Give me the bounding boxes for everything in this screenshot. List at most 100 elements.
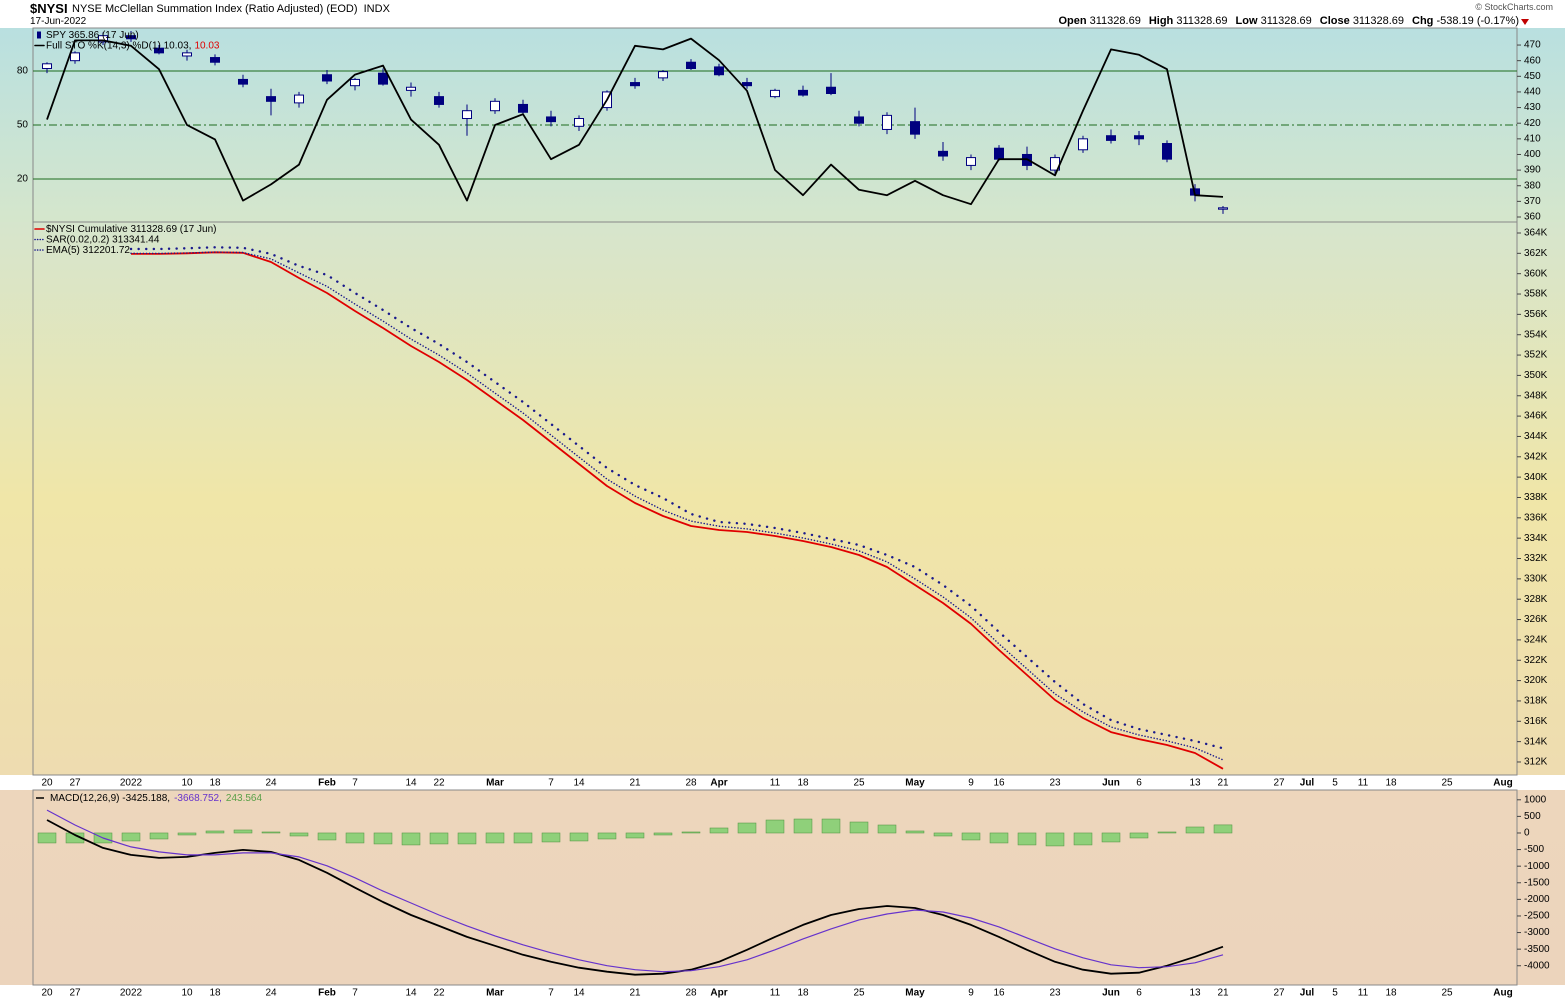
x-tick-label: 10 <box>181 778 193 789</box>
quote-label: Low <box>1235 15 1258 27</box>
x-tick-label: 22 <box>433 778 445 789</box>
x-tick-label: 13 <box>1189 988 1201 999</box>
candle-body <box>378 72 388 85</box>
y-tick-label: -4000 <box>1524 960 1550 971</box>
x-tick-label: 27 <box>1273 988 1285 999</box>
candle-body <box>98 35 108 43</box>
x-tick-label: 18 <box>1385 988 1397 999</box>
histogram-bar <box>1017 832 1037 846</box>
candle-body <box>462 110 472 120</box>
legend-entry: EMA(5) 312201.72 <box>46 245 130 256</box>
quote-value: 311328.69 <box>1176 15 1228 27</box>
histogram-bar <box>709 827 729 834</box>
y-tick-label: 320K <box>1524 675 1548 686</box>
y-tick-label: 362K <box>1524 248 1548 259</box>
y-tick-label: 346K <box>1524 411 1548 422</box>
histogram-bar <box>877 824 897 834</box>
y-tick-label: 344K <box>1524 431 1548 442</box>
legend: SPY 365.86 (17 Jun) <box>46 30 139 41</box>
x-tick-label: 18 <box>1385 778 1397 789</box>
y-tick-label: 336K <box>1524 512 1548 523</box>
histogram-bar <box>1157 831 1177 834</box>
legend-entry: 243.564 <box>226 793 263 804</box>
histogram-bar <box>513 832 533 844</box>
y-tick-label: 334K <box>1524 533 1548 544</box>
x-tick-label: 21 <box>629 988 641 999</box>
quote-value: 311328.69 <box>1352 15 1404 27</box>
x-tick-label: 27 <box>69 778 81 789</box>
candle-body <box>658 71 668 79</box>
y-tick-label: 364K <box>1524 228 1548 239</box>
x-tick-label: 23 <box>1049 988 1061 999</box>
candle-body <box>686 61 696 69</box>
header: $NYSI NYSE McClellan Summation Index (Ra… <box>0 0 1565 28</box>
x-tick-label: 2022 <box>120 988 143 999</box>
y-tick-label: 1000 <box>1524 794 1547 805</box>
candle-body <box>322 74 332 82</box>
legend-entry: SAR(0.02,0.2) 313341.44 <box>46 234 160 245</box>
copyright: © StockCharts.com <box>1475 2 1553 12</box>
quote-label: Open <box>1058 15 1087 27</box>
x-tick-label: 16 <box>993 988 1005 999</box>
histogram-bar <box>485 832 505 844</box>
y-tick-label: 450 <box>1524 71 1541 82</box>
histogram-bar <box>149 832 169 840</box>
legend-entry: -3668.752, <box>174 793 222 804</box>
candle-body <box>154 47 164 54</box>
x-tick-label: 5 <box>1332 778 1338 789</box>
down-arrow <box>1521 19 1529 25</box>
x-tick-label: 23 <box>1049 778 1061 789</box>
x-tick-label: Aug <box>1493 778 1512 789</box>
y-tick-label: 356K <box>1524 309 1548 320</box>
histogram-bar <box>737 822 757 834</box>
histogram-bar <box>37 832 57 844</box>
candle-body <box>854 116 864 124</box>
index-name: NYSE McClellan Summation Index (Ratio Ad… <box>72 3 390 15</box>
histogram-bar <box>121 832 141 842</box>
x-tick-label: 2022 <box>120 778 143 789</box>
x-tick-label: Mar <box>486 988 504 999</box>
histogram-bar <box>1213 824 1233 834</box>
histogram-bar <box>1185 826 1205 834</box>
y-tick-label: 330K <box>1524 574 1548 585</box>
candle-body <box>182 52 192 57</box>
y-tick-label: 322K <box>1524 655 1548 666</box>
y-tick-label: 360 <box>1524 212 1541 223</box>
series-line <box>46 819 1224 976</box>
candle-body <box>294 94 304 104</box>
x-tick-label: 18 <box>797 778 809 789</box>
x-tick-label: Jul <box>1300 988 1315 999</box>
histogram-bar <box>625 832 645 839</box>
y-tick-label: 354K <box>1524 329 1548 340</box>
series-line <box>46 37 1224 206</box>
x-tick-label: 9 <box>968 778 974 789</box>
x-tick-label: 24 <box>265 988 277 999</box>
y-tick-label: 430 <box>1524 102 1541 113</box>
histogram-bar <box>177 832 197 836</box>
y-tick-label: 348K <box>1524 390 1548 401</box>
histogram-bar <box>373 832 393 845</box>
candle-body <box>42 63 52 69</box>
x-tick-label: 16 <box>993 778 1005 789</box>
x-tick-label: 7 <box>548 988 554 999</box>
legend: SAR(0.02,0.2) 313341.44 <box>46 234 160 245</box>
x-tick-label: 22 <box>433 988 445 999</box>
y-tick-label: 390 <box>1524 165 1541 176</box>
panel-background <box>0 790 1565 985</box>
histogram-bar <box>989 832 1009 844</box>
x-tick-label: Jun <box>1102 778 1120 789</box>
x-tick-label: 6 <box>1136 988 1142 999</box>
y-tick-label: -500 <box>1524 844 1544 855</box>
y-tick-label: 326K <box>1524 614 1548 625</box>
histogram-bar <box>933 832 953 837</box>
y-tick-label: 500 <box>1524 811 1541 822</box>
candle-body <box>574 118 584 127</box>
x-tick-label: 27 <box>69 988 81 999</box>
candle-body <box>546 116 556 123</box>
x-tick-label: 7 <box>548 778 554 789</box>
candle-body <box>518 103 528 113</box>
x-tick-label: 25 <box>853 988 865 999</box>
histogram-bar <box>289 832 309 837</box>
